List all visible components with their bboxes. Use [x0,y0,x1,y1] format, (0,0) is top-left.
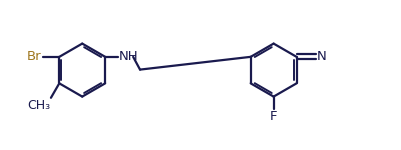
Text: CH₃: CH₃ [27,99,50,112]
Text: N: N [317,50,327,63]
Text: Br: Br [27,50,42,63]
Text: F: F [270,110,277,123]
Text: NH: NH [118,50,138,63]
